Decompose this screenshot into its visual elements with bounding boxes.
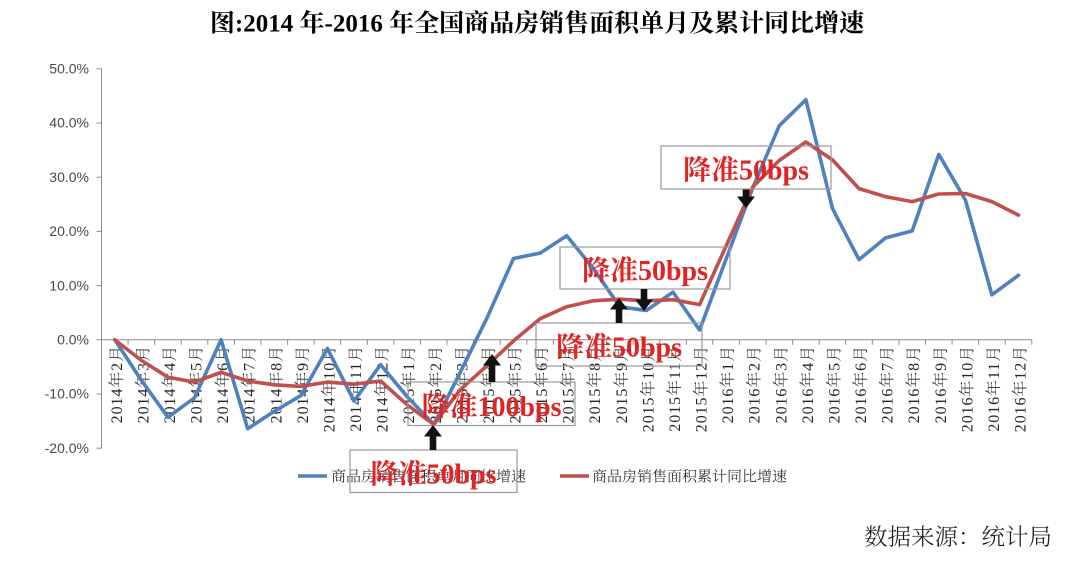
svg-text:2015年2月: 2015年2月 <box>423 345 446 423</box>
svg-text:2016年2月: 2016年2月 <box>742 345 765 423</box>
svg-text:2015年10月: 2015年10月 <box>635 345 658 432</box>
svg-text:2016年9月: 2016年9月 <box>928 345 951 423</box>
svg-text:2015年3月: 2015年3月 <box>449 345 472 423</box>
svg-text:2014年9月: 2014年9月 <box>290 345 313 423</box>
svg-text:2016年7月: 2016年7月 <box>875 345 898 423</box>
svg-text:2016年10月: 2016年10月 <box>954 345 977 432</box>
svg-text:-20.0%: -20.0% <box>45 440 89 456</box>
svg-text:图:2014 年-2016 年全国商品房销售面积单月及累计同: 图:2014 年-2016 年全国商品房销售面积单月及累计同比增速 <box>210 3 864 39</box>
svg-text:20.0%: 20.0% <box>49 223 89 239</box>
svg-text:2015年6月: 2015年6月 <box>529 345 552 423</box>
svg-text:数据来源：统计局: 数据来源：统计局 <box>864 518 1052 552</box>
svg-text:降准50bps: 降准50bps <box>556 326 682 366</box>
svg-text:降准50bps: 降准50bps <box>683 149 809 189</box>
svg-text:2014年11月: 2014年11月 <box>343 345 366 432</box>
svg-text:2015年12月: 2015年12月 <box>689 345 712 432</box>
svg-text:2014年10月: 2014年10月 <box>316 345 339 432</box>
svg-text:2015年11月: 2015年11月 <box>662 345 685 432</box>
svg-text:商品房销售面积单月同比增速: 商品房销售面积单月同比增速 <box>331 466 526 487</box>
svg-text:2015年9月: 2015年9月 <box>609 345 632 423</box>
svg-text:2016年5月: 2016年5月 <box>822 345 845 423</box>
svg-text:2016年12月: 2016年12月 <box>1008 345 1031 432</box>
svg-text:0.0%: 0.0% <box>57 332 89 348</box>
svg-text:10.0%: 10.0% <box>49 277 89 293</box>
svg-text:2015年8月: 2015年8月 <box>582 345 605 423</box>
svg-text:降准50bps: 降准50bps <box>370 452 496 492</box>
svg-text:商品房销售面积累计同比增速: 商品房销售面积累计同比增速 <box>592 466 787 487</box>
svg-text:2016年8月: 2016年8月 <box>901 345 924 423</box>
svg-text:2016年4月: 2016年4月 <box>795 345 818 423</box>
svg-text:2014年4月: 2014年4月 <box>157 345 180 423</box>
svg-text:降准100bps: 降准100bps <box>421 385 561 425</box>
svg-text:2016年3月: 2016年3月 <box>768 345 791 423</box>
svg-text:2015年7月: 2015年7月 <box>556 345 579 423</box>
svg-text:2014年2月: 2014年2月 <box>104 345 127 423</box>
svg-text:2014年12月: 2014年12月 <box>370 345 393 432</box>
svg-text:2014年7月: 2014年7月 <box>237 345 260 423</box>
svg-text:2016年1月: 2016年1月 <box>715 345 738 423</box>
svg-text:-10.0%: -10.0% <box>45 386 89 402</box>
svg-text:40.0%: 40.0% <box>49 115 89 131</box>
svg-text:50.0%: 50.0% <box>49 61 89 77</box>
svg-text:降准50bps: 降准50bps <box>582 249 708 289</box>
svg-text:2015年5月: 2015年5月 <box>503 345 526 423</box>
svg-text:2014年5月: 2014年5月 <box>184 345 207 423</box>
svg-text:30.0%: 30.0% <box>49 169 89 185</box>
svg-text:2016年11月: 2016年11月 <box>981 345 1004 432</box>
svg-text:2016年6月: 2016年6月 <box>848 345 871 423</box>
